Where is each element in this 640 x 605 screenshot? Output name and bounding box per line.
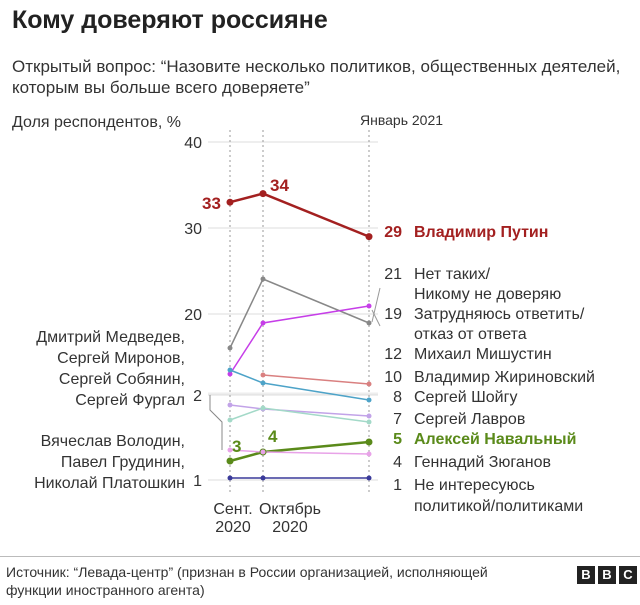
data-point: [260, 380, 266, 386]
y-axis-label: Доля респондентов, %: [12, 114, 181, 131]
series-line: [229, 449, 370, 455]
legend-label: Сергей Лавров: [414, 411, 525, 428]
bracket-line: [209, 395, 223, 450]
data-label: 1: [393, 477, 402, 494]
data-point: [365, 438, 373, 446]
legend-label: Затрудняюсь ответить/: [414, 306, 585, 323]
left-group-name: Дмитрий Медведев,: [36, 329, 185, 346]
label-connector: [371, 309, 381, 327]
bbc-logo-letter: C: [619, 566, 637, 584]
data-point: [366, 419, 372, 425]
legend-label: отказ от ответа: [414, 326, 527, 343]
data-point: [227, 417, 233, 423]
legend-label: Михаил Мишустин: [414, 346, 552, 363]
x-tick-label: Январь 2021: [360, 112, 444, 128]
legend-label: Не интересуюсь: [414, 477, 535, 494]
data-point: [227, 371, 233, 377]
data-label: 12: [384, 346, 402, 363]
data-point: [260, 372, 266, 378]
data-label: 8: [393, 389, 402, 406]
legend-label: Геннадий Зюганов: [414, 454, 551, 471]
gridlines: [208, 141, 378, 481]
left-group-name: Вячеслав Володин,: [41, 433, 185, 450]
bbc-logo-letter: B: [598, 566, 616, 584]
x-tick-label: 2020: [272, 519, 308, 536]
data-point: [366, 381, 372, 387]
data-point: [365, 233, 373, 241]
data-point: [260, 449, 266, 455]
data-point: [227, 447, 233, 453]
left-group-name: Николай Платошкин: [34, 475, 185, 492]
data-point: [260, 276, 266, 282]
label-connector: [371, 287, 381, 323]
x-guides: [229, 130, 370, 495]
data-label: 4: [268, 427, 278, 446]
data-label: 3: [232, 437, 241, 456]
source-note: Источник: “Левада-центр” (признан в Росс…: [6, 564, 488, 598]
data-label: 7: [393, 411, 402, 428]
data-label: 34: [270, 176, 289, 195]
bbc-logo-letter: B: [577, 566, 595, 584]
y-tick-label: 1: [193, 473, 202, 490]
x-tick-label: Октябрь: [259, 501, 321, 518]
data-label: 19: [384, 306, 402, 323]
data-point: [260, 475, 266, 481]
legend-label: Владимир Путин: [414, 224, 548, 241]
y-tick-label: 40: [184, 135, 202, 152]
left-group-name: Сергей Миронов,: [57, 350, 185, 367]
data-point: [227, 345, 233, 351]
data-label: 10: [384, 369, 402, 386]
left-annotations: Дмитрий Медведев, Сергей Миронов, Сергей С…: [34, 329, 223, 492]
data-label: 5: [393, 431, 402, 448]
data-point: [260, 405, 266, 411]
data-point: [226, 198, 234, 206]
legend-label: Владимир Жириновский: [414, 369, 595, 386]
data-point: [227, 367, 233, 373]
data-label: 29: [384, 224, 402, 241]
series-line: [229, 404, 370, 417]
chart-title: Кому доверяют россияне: [12, 6, 328, 34]
footer-divider: [0, 556, 640, 557]
data-label: 33: [202, 194, 221, 213]
series-line: [262, 374, 370, 385]
data-point: [227, 402, 233, 408]
x-tick-label: Сент.: [213, 501, 252, 518]
data-point: [227, 475, 233, 481]
data-point: [366, 413, 372, 419]
chart-subtitle: Открытый вопрос: “Назовите несколько пол…: [12, 57, 621, 97]
series-points: [226, 190, 373, 481]
data-point: [226, 457, 234, 465]
data-point: [260, 320, 266, 326]
legend-label: Нет таких/: [414, 266, 491, 283]
series-line: [229, 192, 370, 238]
y-tick-label: 20: [184, 307, 202, 324]
left-group-name: Сергей Фургал: [75, 392, 185, 409]
y-tick-label: 2: [193, 388, 202, 405]
data-point: [259, 190, 267, 198]
legend-label: Никому не доверяю: [414, 286, 561, 303]
series-lines: [229, 192, 370, 479]
data-point: [366, 303, 372, 309]
data-label: 21: [384, 266, 402, 283]
legend-label: Сергей Шойгу: [414, 389, 517, 406]
data-point: [366, 320, 372, 326]
legend-label: политикой/политиками: [414, 498, 583, 515]
y-tick-labels: 1 2 20 30 40: [184, 135, 202, 490]
series-line: [229, 305, 370, 375]
data-point: [366, 475, 372, 481]
data-point: [366, 397, 372, 403]
left-group-name: Павел Грудинин,: [61, 454, 185, 471]
legend-label: Алексей Навальный: [414, 431, 576, 448]
x-tick-label: 2020: [215, 519, 251, 536]
bbc-logo: B B C: [577, 566, 637, 584]
data-label: 4: [393, 454, 402, 471]
y-tick-label: 30: [184, 221, 202, 238]
data-point: [366, 451, 372, 457]
left-group-name: Сергей Собянин,: [59, 371, 185, 388]
